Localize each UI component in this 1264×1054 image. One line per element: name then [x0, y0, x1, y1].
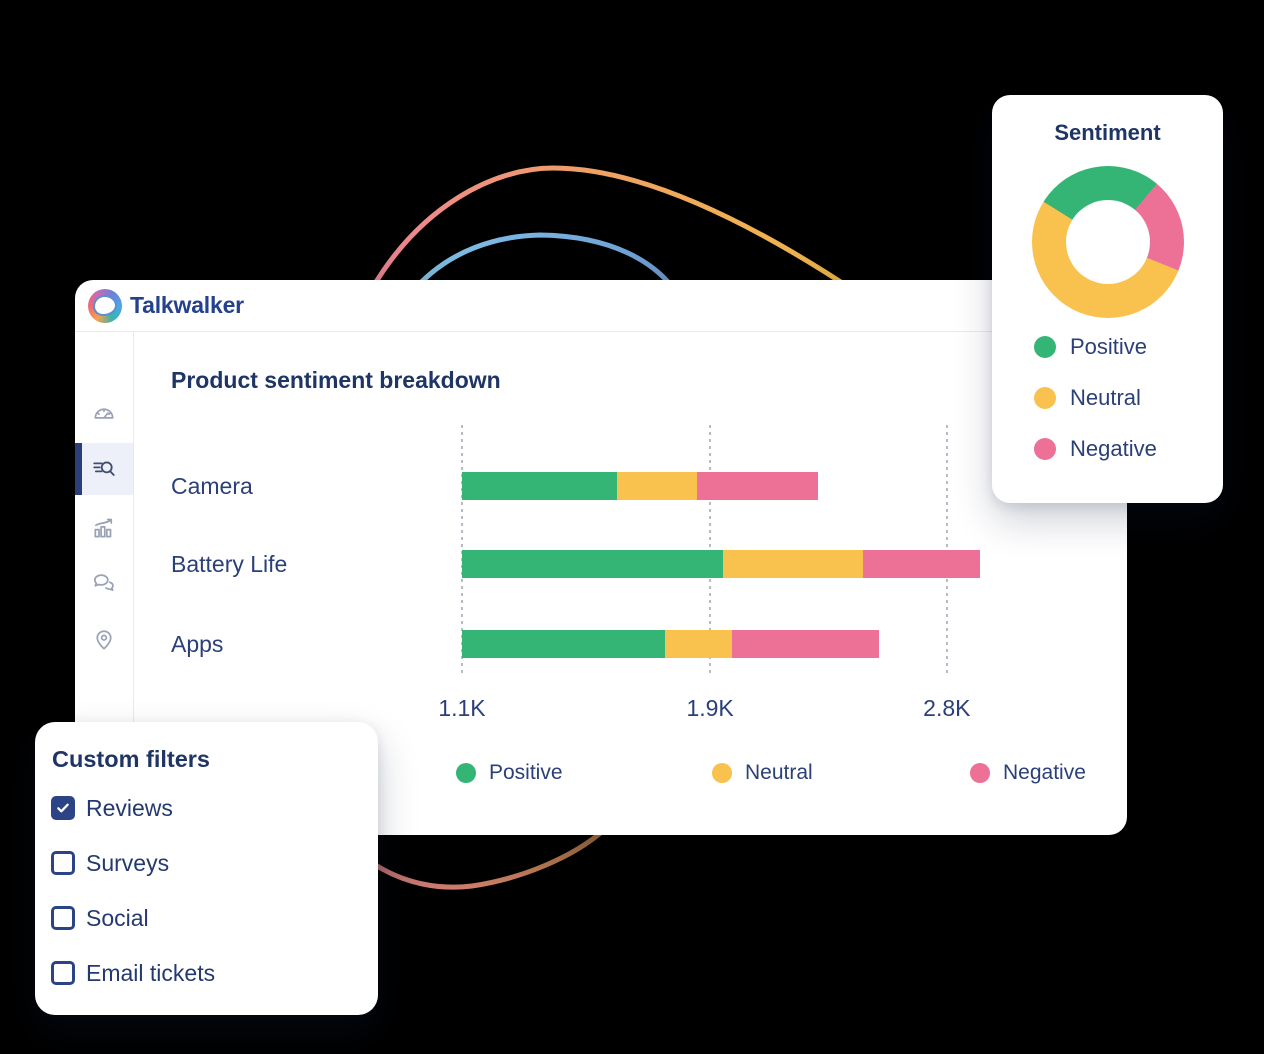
bar-category-labels: Camera Battery Life Apps: [171, 425, 441, 677]
talkwalker-logo-icon: [88, 289, 122, 323]
checkbox-unchecked[interactable]: [51, 851, 75, 875]
x-tick-label: 1.1K: [438, 695, 486, 721]
filters-card: Custom filters Reviews Surveys Social Email…: [35, 722, 378, 1015]
search-lines-icon: [93, 461, 115, 476]
bar-chart-plot: 1.1K 1.9K 2.8K: [438, 425, 980, 721]
bar-segment-neutral: [616, 472, 697, 500]
legend-label: Neutral: [1070, 385, 1141, 410]
brand-wordmark: Talkwalker: [130, 292, 244, 318]
sentiment-title: Sentiment: [1054, 120, 1161, 145]
legend-item: Positive: [456, 761, 563, 784]
chat-bubbles-icon: [93, 574, 114, 592]
filter-option-email-tickets[interactable]: Email tickets: [51, 960, 215, 986]
bar-segment-neutral: [665, 630, 732, 658]
decorative-curve-warm-bottom: [371, 827, 607, 890]
bar-chart-legend: Positive Neutral Negative: [456, 761, 1086, 784]
filter-label: Surveys: [86, 849, 170, 876]
bar-segment-negative: [696, 472, 818, 500]
filter-option-reviews[interactable]: Reviews: [51, 795, 173, 821]
legend-dot-positive: [1034, 336, 1056, 358]
sentiment-card: Sentiment Positive Neutral Negative: [992, 95, 1223, 503]
sidebar-item-conversations[interactable]: [75, 557, 133, 609]
legend-label: Positive: [1070, 334, 1148, 359]
legend-dot-positive: [456, 763, 476, 783]
bar-segment-negative: [731, 630, 879, 658]
category-label: Battery Life: [171, 551, 288, 577]
filter-option-surveys[interactable]: Surveys: [51, 850, 169, 876]
legend-dot-negative: [1034, 438, 1056, 460]
legend-item: Neutral: [712, 761, 813, 784]
filter-label: Social: [86, 904, 149, 931]
speedometer-icon: [94, 408, 114, 419]
filter-label: Reviews: [86, 794, 173, 821]
legend-item: Positive: [1034, 334, 1148, 359]
bar-row: [462, 472, 980, 500]
checkmark-icon: [57, 803, 69, 813]
logo-bubble-shape: [93, 295, 117, 316]
bar-row: [462, 550, 980, 578]
location-pin-icon: [96, 630, 112, 650]
chart-title: Product sentiment breakdown: [171, 367, 501, 393]
sidebar-item-dashboard[interactable]: [75, 387, 133, 439]
donut-hole: [1066, 200, 1150, 284]
legend-item: Negative: [970, 761, 1086, 784]
legend-label: Negative: [1003, 761, 1086, 784]
bar-segment-negative: [862, 550, 980, 578]
x-tick-label: 1.9K: [686, 695, 734, 721]
bar-segment-positive: [462, 630, 666, 658]
legend-item: Neutral: [1034, 385, 1141, 410]
bar-row: [462, 630, 980, 658]
legend-dot-neutral: [712, 763, 732, 783]
filter-option-social[interactable]: Social: [51, 905, 149, 931]
checkbox-checked[interactable]: [51, 796, 75, 820]
legend-item: Negative: [1034, 436, 1157, 461]
legend-label: Negative: [1070, 436, 1157, 461]
filters-title: Custom filters: [52, 746, 210, 772]
legend-dot-negative: [970, 763, 990, 783]
bar-segment-positive: [462, 472, 617, 500]
decorative-curve-warm-top: [367, 165, 859, 295]
category-label: Apps: [171, 631, 224, 657]
x-tick-label: 2.8K: [923, 695, 971, 721]
bar-segment-neutral: [723, 550, 863, 578]
legend-label: Neutral: [745, 761, 813, 784]
app-header: Talkwalker: [75, 280, 1127, 332]
donut-chart: [1032, 166, 1184, 318]
sidebar-item-analytics[interactable]: [75, 502, 133, 554]
checkbox-unchecked[interactable]: [51, 961, 75, 985]
legend-dot-neutral: [1034, 387, 1056, 409]
checkbox-unchecked[interactable]: [51, 906, 75, 930]
filter-label: Email tickets: [86, 959, 216, 986]
chart-growth-icon: [94, 518, 113, 538]
sidebar-item-search[interactable]: [75, 443, 133, 495]
legend-label: Positive: [489, 761, 563, 784]
category-label: Camera: [171, 473, 253, 499]
bar-segment-positive: [462, 550, 724, 578]
sidebar-item-locations[interactable]: [75, 613, 133, 665]
sidebar: [75, 331, 134, 835]
decorative-curve-blue-top: [409, 232, 679, 295]
